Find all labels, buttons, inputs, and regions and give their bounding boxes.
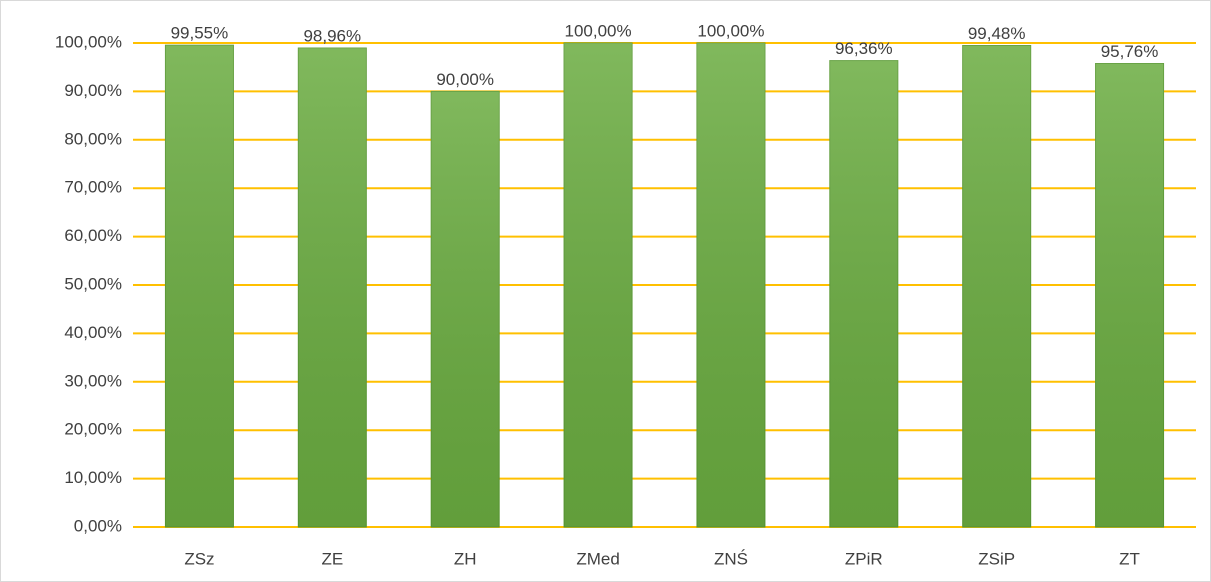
y-tick-label: 70,00%	[64, 178, 122, 197]
bar	[563, 42, 633, 528]
value-label: 95,76%	[1101, 42, 1159, 61]
value-label: 96,36%	[835, 39, 893, 58]
bar	[430, 90, 500, 528]
x-tick-label: ZSiP	[978, 549, 1015, 568]
bar	[962, 45, 1032, 528]
y-tick-label: 20,00%	[64, 420, 122, 439]
x-tick-label: ZH	[454, 549, 477, 568]
value-label: 100,00%	[697, 21, 764, 40]
value-label: 100,00%	[565, 21, 632, 40]
x-tick-label: ZT	[1119, 549, 1140, 568]
y-tick-label: 90,00%	[64, 81, 122, 100]
bar	[164, 44, 234, 528]
x-tick-label: ZMed	[576, 549, 619, 568]
value-label: 99,55%	[171, 24, 229, 43]
x-tick-label: ZNŚ	[714, 549, 748, 568]
y-tick-label: 30,00%	[64, 371, 122, 390]
y-tick-label: 0,00%	[74, 516, 122, 535]
bar	[696, 42, 766, 528]
value-label: 98,96%	[303, 27, 361, 46]
value-label: 90,00%	[436, 70, 494, 89]
bar	[829, 60, 899, 528]
value-label: 99,48%	[968, 24, 1026, 43]
y-tick-label: 100,00%	[55, 32, 122, 51]
bar	[1095, 63, 1165, 528]
bar	[297, 47, 367, 528]
y-tick-label: 80,00%	[64, 129, 122, 148]
x-tick-label: ZSz	[184, 549, 214, 568]
x-tick-label: ZPiR	[845, 549, 883, 568]
y-tick-label: 50,00%	[64, 274, 122, 293]
y-tick-label: 60,00%	[64, 226, 122, 245]
y-tick-label: 10,00%	[64, 468, 122, 487]
x-tick-label: ZE	[321, 549, 343, 568]
y-tick-label: 40,00%	[64, 323, 122, 342]
